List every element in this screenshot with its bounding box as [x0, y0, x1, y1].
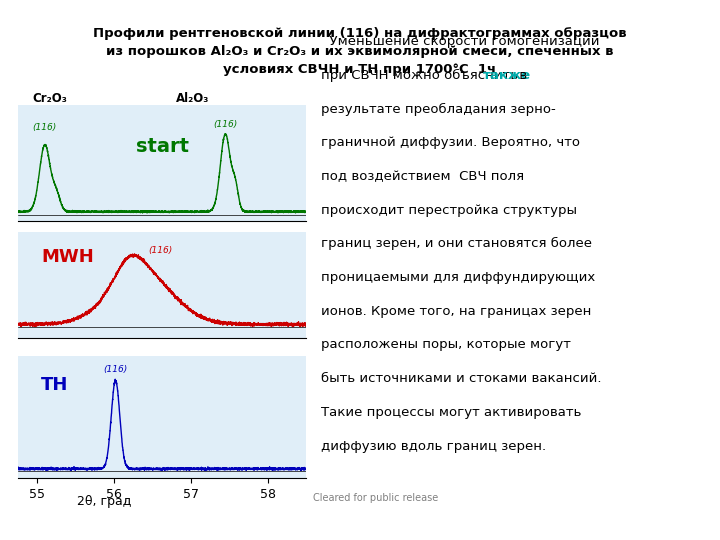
Text: граничной диффузии. Вероятно, что: граничной диффузии. Вероятно, что — [321, 136, 580, 149]
Text: при СВЧН можно объяснить: при СВЧН можно объяснить — [321, 69, 523, 82]
Text: (116): (116) — [104, 365, 127, 374]
Text: под воздействием  СВЧ поля: под воздействием СВЧ поля — [321, 170, 524, 183]
Text: результате преобладания зерно-: результате преобладания зерно- — [321, 103, 556, 116]
Text: Cleared for public release: Cleared for public release — [313, 492, 438, 503]
Text: (116): (116) — [213, 120, 238, 129]
Text: расположены поры, которые могут: расположены поры, которые могут — [321, 339, 571, 352]
Text: Al₂O₃: Al₂O₃ — [176, 91, 210, 105]
Text: диффузию вдоль границ зерен.: диффузию вдоль границ зерен. — [321, 440, 546, 453]
Text: Уменьшение скорости гомогенизации: Уменьшение скорости гомогенизации — [321, 35, 600, 48]
Text: (116): (116) — [148, 246, 172, 254]
Text: также: также — [482, 69, 531, 82]
Text: происходит перестройка структуры: происходит перестройка структуры — [321, 204, 577, 217]
Text: Профили рентгеновской линии (116) на дифрактограммах образцов
из порошков Al₂O₃ : Профили рентгеновской линии (116) на диф… — [93, 27, 627, 76]
Text: проницаемыми для диффундирующих: проницаемыми для диффундирующих — [321, 271, 595, 284]
Text: MWH: MWH — [41, 248, 94, 266]
Text: (116): (116) — [32, 124, 57, 132]
Text: Cr₂O₃: Cr₂O₃ — [32, 91, 67, 105]
Text: Такие процессы могут активировать: Такие процессы могут активировать — [321, 406, 582, 419]
Text: границ зерен, и они становятся более: границ зерен, и они становятся более — [321, 237, 593, 251]
Text: 2θ, град: 2θ, град — [77, 495, 132, 508]
Text: ТН: ТН — [41, 376, 68, 394]
Text: в: в — [515, 69, 527, 82]
Text: ионов. Кроме того, на границах зерен: ионов. Кроме того, на границах зерен — [321, 305, 592, 318]
Text: start: start — [135, 137, 189, 156]
Text: быть источниками и стоками вакансий.: быть источниками и стоками вакансий. — [321, 372, 602, 385]
